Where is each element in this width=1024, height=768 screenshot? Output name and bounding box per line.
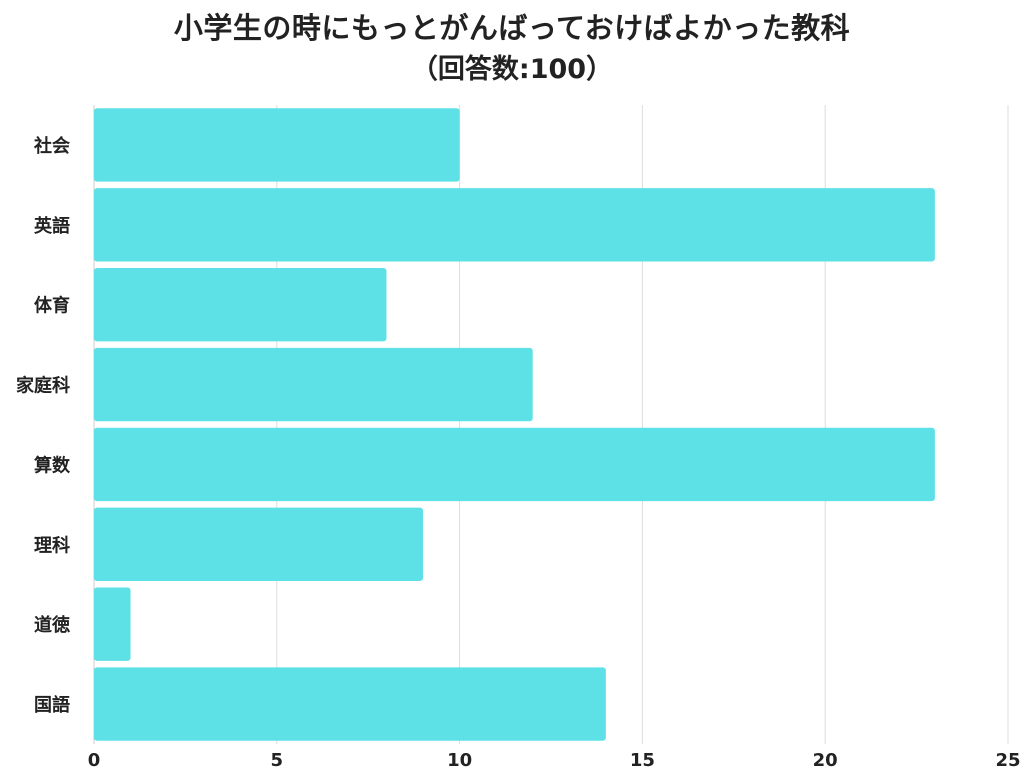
category-label-6: 道徳: [34, 614, 70, 636]
bar-3: [94, 347, 533, 422]
category-label-1: 英語: [33, 215, 70, 237]
chart-title-block: 小学生の時にもっとがんばっておけばよかった教科 （回答数:100）: [0, 6, 1024, 90]
category-label-5: 理科: [34, 534, 70, 556]
category-label-3: 家庭科: [16, 375, 70, 397]
x-tick-label-0: 0: [88, 750, 101, 768]
category-label-2: 体育: [34, 295, 70, 317]
x-tick-label-5: 5: [271, 750, 284, 768]
x-tick-label-15: 15: [630, 750, 655, 768]
bar-0: [94, 108, 460, 182]
chart-subtitle: （回答数:100）: [410, 54, 614, 85]
bar-1: [94, 188, 935, 262]
bar-7: [94, 667, 606, 741]
x-tick-label-25: 25: [995, 750, 1020, 768]
bars: [94, 108, 935, 741]
category-label-4: 算数: [34, 454, 71, 476]
category-label-7: 国語: [34, 694, 70, 716]
x-tick-label-20: 20: [813, 750, 838, 768]
x-tick-labels: 0 5 10 15 20 25: [88, 750, 1021, 768]
category-label-0: 社会: [34, 135, 70, 157]
bar-5: [94, 507, 424, 582]
chart-title: 小学生の時にもっとがんばっておけばよかった教科: [173, 11, 851, 45]
bar-6: [94, 587, 131, 661]
x-tick-label-10: 10: [447, 750, 472, 768]
bar-2: [94, 267, 387, 342]
bar-4: [94, 427, 935, 502]
